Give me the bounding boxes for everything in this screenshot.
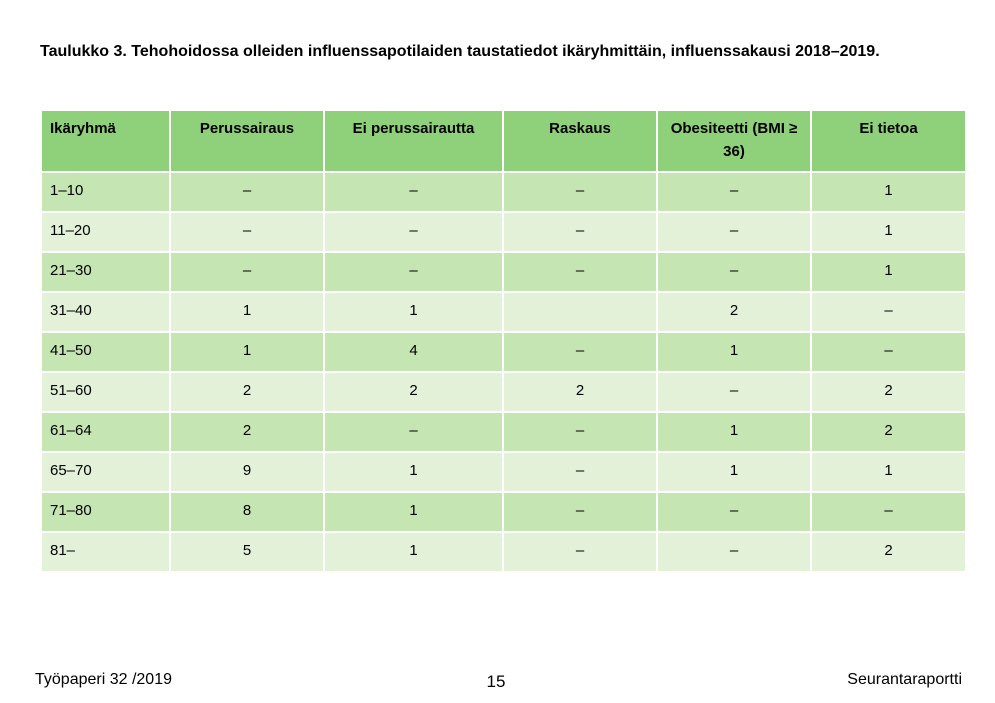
header-row: Ikäryhmä Perussairaus Ei perussairautta Ras… (40, 109, 967, 173)
footer-right: Seurantaraportti (847, 671, 962, 688)
table-cell: 1 (323, 531, 504, 573)
table-row: 31–40 1 1 2– (40, 291, 967, 333)
table-cell: – (656, 211, 812, 253)
table-cell: – (502, 451, 658, 493)
table-cell: 1 (810, 211, 967, 253)
table-cell: – (323, 211, 504, 253)
table-head: Ikäryhmä Perussairaus Ei perussairautta Ras… (40, 109, 967, 173)
table-row: 51–60 2 2 2–2 (40, 371, 967, 413)
table-cell: – (502, 491, 658, 533)
table-cell: – (323, 411, 504, 453)
table-cell: 1 (810, 451, 967, 493)
row-label: 81– (40, 531, 171, 573)
table-cell: 1 (810, 171, 967, 213)
row-label: 65–70 (40, 451, 171, 493)
column-header: Raskaus (502, 109, 658, 173)
table-cell: 2 (656, 291, 812, 333)
table-row: 21–30– – – –1 (40, 251, 967, 293)
page-number: 15 (486, 672, 506, 691)
footer-left: Työpaperi 32 /2019 (35, 671, 172, 688)
table-cell: 2 (810, 411, 967, 453)
row-label: 11–20 (40, 211, 171, 253)
table-title: Taulukko 3. Tehohoidossa olleiden influe… (40, 43, 880, 60)
table-cell: – (323, 171, 504, 213)
table-cell: – (656, 531, 812, 573)
table-cell: – (656, 371, 812, 413)
table-cell: 1 (810, 251, 967, 293)
table-cell: – (656, 491, 812, 533)
column-header: Ei tietoa (810, 109, 967, 173)
table-cell: 1 (656, 331, 812, 373)
table-row: 81– 5 1– –2 (40, 531, 967, 573)
table-cell: – (502, 411, 658, 453)
table-cell: 2 (810, 371, 967, 413)
table-cell: – (810, 491, 967, 533)
table-row: 65–70 9 1–1 1 (40, 451, 967, 493)
table-cell: 1 (656, 411, 812, 453)
table-cell: 2 (810, 531, 967, 573)
table-cell: 2 (169, 371, 325, 413)
table-cell: – (502, 171, 658, 213)
table-cell: 1 (656, 451, 812, 493)
table-cell: 1 (323, 491, 504, 533)
column-header: Ikäryhmä (40, 109, 171, 173)
table-cell: 9 (169, 451, 325, 493)
table-cell: – (502, 211, 658, 253)
column-header: Ei perussairautta (323, 109, 504, 173)
table-cell: – (656, 171, 812, 213)
table-cell: – (810, 291, 967, 333)
table-cell: – (169, 211, 325, 253)
table-cell: – (810, 331, 967, 373)
table-body: 1–10– – – –1 11–20– – – –1 21–30– – – –1 31–40 1 1 2–41… (40, 171, 967, 573)
table-cell: 1 (323, 291, 504, 333)
row-label: 1–10 (40, 171, 171, 213)
table-cell: – (502, 531, 658, 573)
table-cell (502, 291, 658, 333)
row-label: 61–64 (40, 411, 171, 453)
table-cell: – (169, 251, 325, 293)
row-label: 21–30 (40, 251, 171, 293)
data-table: Ikäryhmä Perussairaus Ei perussairautta Ras… (40, 109, 967, 573)
row-label: 41–50 (40, 331, 171, 373)
table-cell: 2 (323, 371, 504, 413)
table-cell: – (502, 331, 658, 373)
table-cell: 8 (169, 491, 325, 533)
table-cell: 5 (169, 531, 325, 573)
table-cell: – (656, 251, 812, 293)
table-cell: 1 (169, 291, 325, 333)
table-cell: 1 (323, 451, 504, 493)
table-cell: 2 (502, 371, 658, 413)
table-row: 71–80 8 1– – – (40, 491, 967, 533)
table-row: 1–10– – – –1 (40, 171, 967, 213)
table-row: 11–20– – – –1 (40, 211, 967, 253)
row-label: 31–40 (40, 291, 171, 333)
table-cell: 2 (169, 411, 325, 453)
column-header: Obesiteetti (BMI ≥ 36) (656, 109, 812, 173)
table-cell: 1 (169, 331, 325, 373)
table-cell: – (502, 251, 658, 293)
row-label: 71–80 (40, 491, 171, 533)
table-cell: 4 (323, 331, 504, 373)
table-cell: – (169, 171, 325, 213)
table-row: 41–50 1 4–1– (40, 331, 967, 373)
row-label: 51–60 (40, 371, 171, 413)
table-row: 61–64 2– –1 2 (40, 411, 967, 453)
table-cell: – (323, 251, 504, 293)
column-header: Perussairaus (169, 109, 325, 173)
